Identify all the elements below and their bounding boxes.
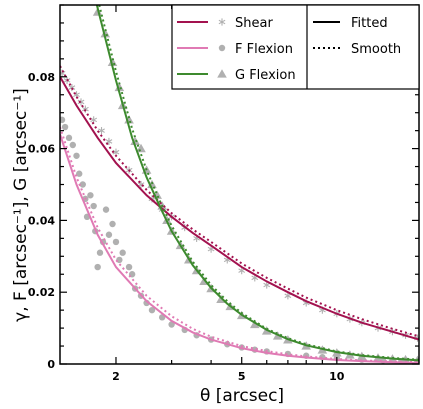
shear-point-stroke	[263, 282, 271, 288]
f-flexion-point	[125, 263, 133, 271]
shear-point	[90, 116, 98, 124]
shear-point	[98, 127, 105, 135]
f-flexion-point	[79, 181, 86, 188]
g-flexion-point	[249, 319, 260, 329]
y-tick-label: 0	[47, 358, 55, 371]
f-flexion-point	[119, 249, 126, 256]
f-flexion-fitted-line	[60, 133, 419, 364]
f-flexion-point	[96, 249, 104, 256]
x-tick-label: 10	[329, 370, 345, 383]
shear-point	[238, 267, 246, 275]
legend-box	[171, 4, 420, 90]
shear-point-stroke	[90, 117, 98, 123]
f-flexion-point	[148, 306, 156, 314]
y-axis-title: γ, F [arcsec⁻¹], G [arcsec⁻¹]	[11, 88, 31, 322]
y-tick-label: 0.02	[28, 286, 55, 299]
x-tick-label: 2	[112, 370, 120, 383]
shear-point	[263, 281, 271, 289]
shear-point-stroke	[60, 70, 66, 76]
f-flexion-point	[60, 116, 66, 124]
shear-point-stroke	[73, 92, 80, 98]
y-tick-label: 0.04	[28, 214, 55, 227]
legend-label-shear: Shear	[235, 16, 273, 31]
f-flexion-point	[76, 170, 83, 177]
f-flexion-point	[61, 123, 69, 131]
g-flexion-fitted-line	[95, 5, 419, 362]
f-flexion-point	[90, 202, 97, 210]
shear-point-stroke	[112, 149, 120, 155]
y-tick-label: 0.08	[28, 71, 55, 84]
legend-label-f-flexion: F Flexion	[235, 42, 293, 57]
x-tick-label: 5	[238, 370, 246, 383]
x-axis-title: θ [arcsec]	[200, 386, 284, 406]
shear-point-stroke	[137, 182, 145, 187]
shear-point-stroke	[284, 293, 292, 299]
legend-marker-f-flexion	[218, 44, 226, 52]
shear-point-stroke	[68, 85, 76, 90]
f-flexion-point	[94, 263, 101, 271]
shear-point-stroke	[105, 139, 113, 144]
legend-label-g-flexion: G Flexion	[235, 68, 296, 83]
legend-label-fitted: Fitted	[351, 16, 388, 31]
legend-marker-shear-stroke	[218, 19, 226, 25]
shear-smooth-line	[60, 65, 419, 338]
shear-fitted-line	[60, 76, 419, 341]
f-flexion-smooth-line	[60, 126, 419, 364]
f-flexion-point	[73, 152, 80, 159]
g-flexion-point	[114, 82, 125, 92]
data-layer	[60, 5, 419, 364]
f-flexion-point	[102, 206, 110, 213]
shear-point	[105, 137, 113, 146]
f-flexion-point	[65, 134, 73, 142]
legend-label-smooth: Smooth	[351, 42, 401, 57]
f-flexion-point	[112, 238, 120, 246]
f-flexion-point	[87, 192, 94, 199]
legend: Shear F Flexion G Flexion Fitted Smooth	[171, 4, 420, 90]
f-flexion-point	[69, 141, 76, 149]
shear-point	[284, 292, 292, 300]
f-flexion-point	[109, 220, 116, 228]
g-flexion-point	[130, 136, 140, 146]
shear-point	[112, 148, 120, 156]
plot-area	[60, 5, 419, 364]
f-flexion-point	[105, 231, 113, 238]
legend-marker-g-flexion	[217, 69, 227, 78]
shear-point-stroke	[238, 268, 246, 273]
legend-marker-shear	[218, 18, 226, 26]
y-tick-label: 0.06	[28, 143, 55, 156]
